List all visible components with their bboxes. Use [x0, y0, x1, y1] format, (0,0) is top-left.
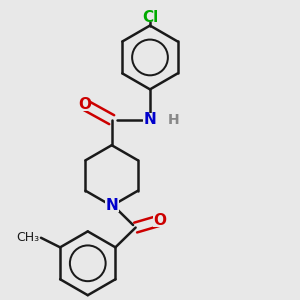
Bar — [153, 214, 166, 227]
Text: H: H — [168, 113, 180, 127]
Text: CH₃: CH₃ — [16, 231, 39, 244]
Text: O: O — [153, 213, 166, 228]
Bar — [143, 113, 157, 126]
Text: N: N — [144, 112, 156, 127]
Text: O: O — [78, 97, 91, 112]
Text: Cl: Cl — [142, 10, 158, 25]
Text: N: N — [105, 198, 118, 213]
Bar — [104, 200, 119, 212]
Bar — [78, 98, 91, 111]
